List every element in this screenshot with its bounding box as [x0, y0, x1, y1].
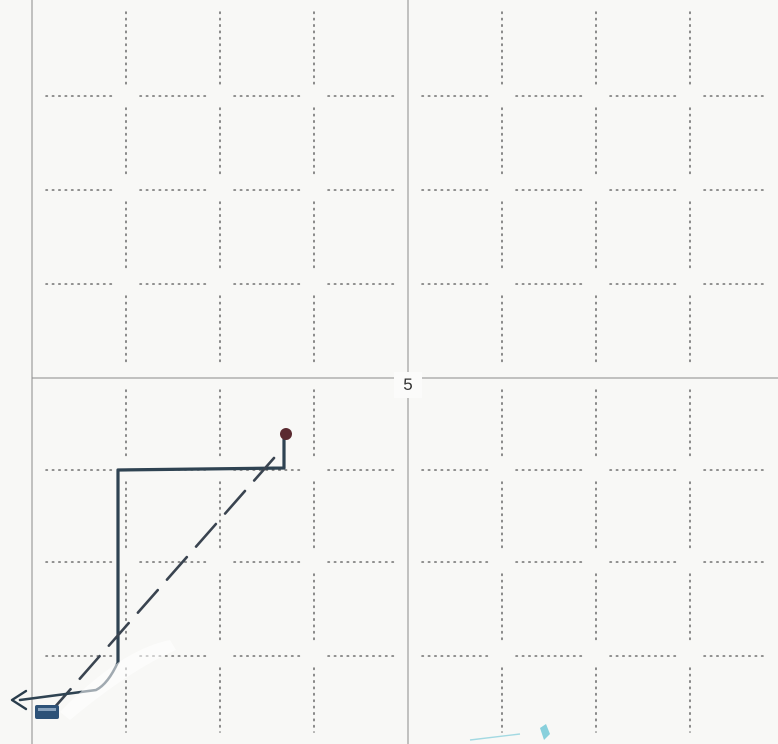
end-point-dot: [280, 428, 292, 440]
start-block-inner: [38, 708, 56, 711]
dotted-grid: [45, 11, 765, 733]
cyan-stroke-icon: [469, 733, 521, 741]
start-block-marker: [35, 705, 59, 719]
solid-path-line: [116, 430, 286, 664]
quadrant-number-label: 5: [394, 372, 422, 398]
arrowhead-icon: [10, 689, 28, 711]
whiteout-smear: [60, 640, 176, 720]
dashed-diagonal-line: [52, 456, 276, 710]
cyan-smudge-icon: [540, 724, 550, 740]
